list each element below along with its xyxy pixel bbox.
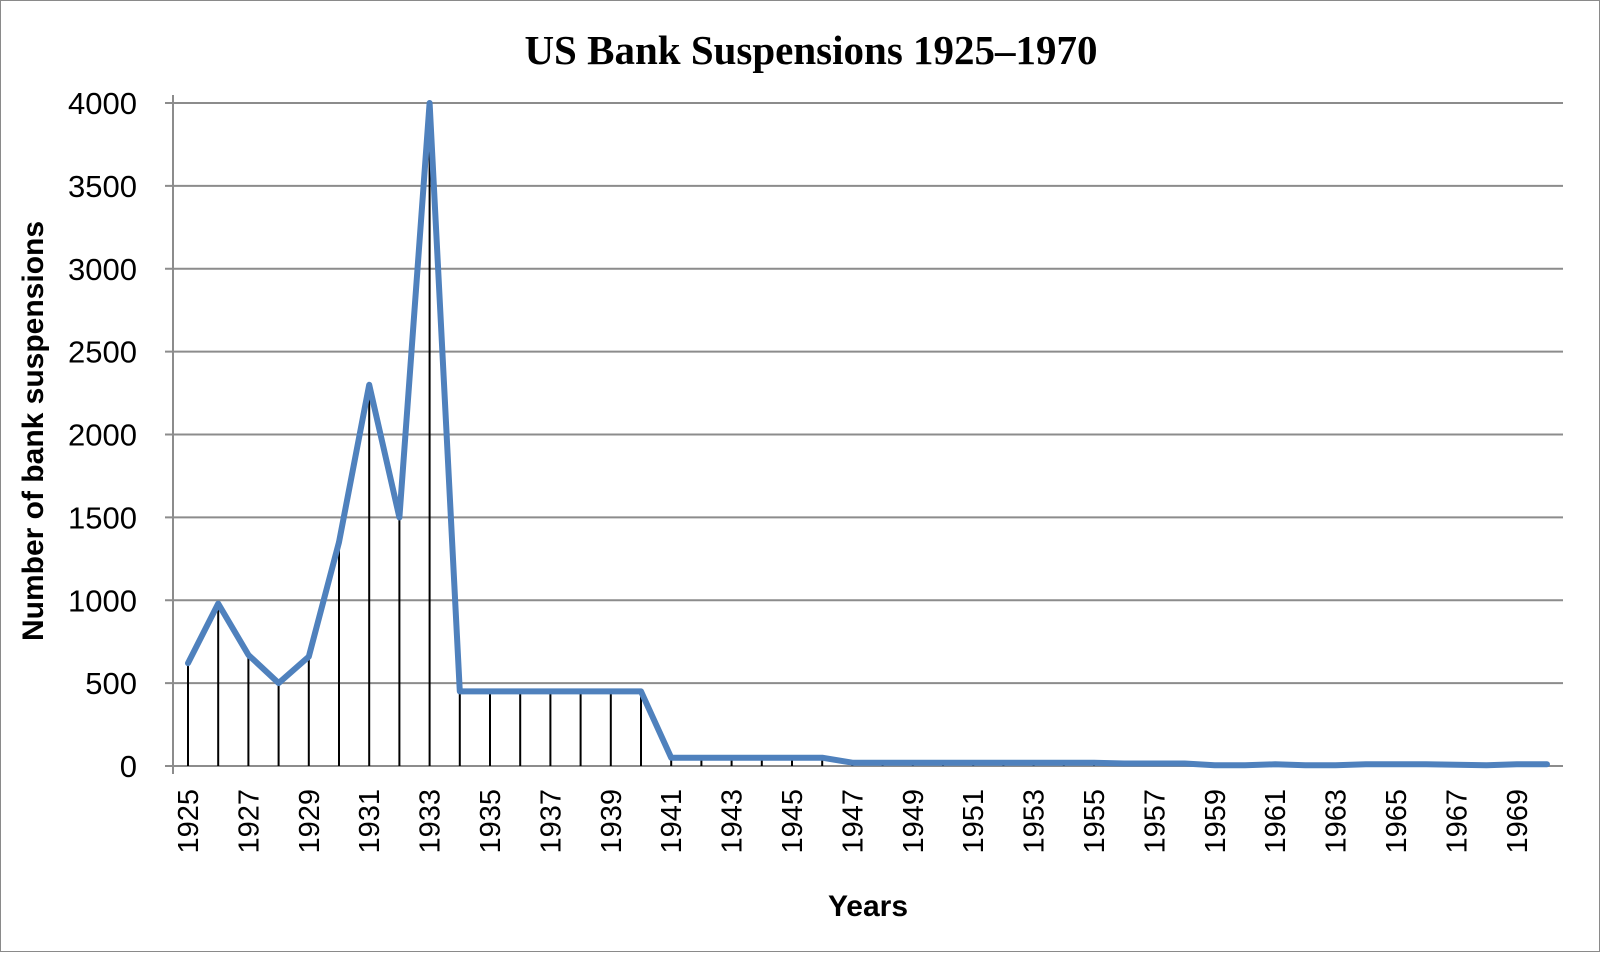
y-tick-label: 3500	[68, 169, 137, 204]
x-tick-label: 1967	[1441, 789, 1473, 854]
y-tick-label: 1000	[68, 583, 137, 618]
x-axis-title: Years	[828, 890, 908, 923]
x-tick-label: 1951	[958, 789, 990, 854]
x-tick-label: 1961	[1260, 789, 1292, 854]
x-tick-label: 1943	[717, 789, 749, 854]
y-tick-label: 2500	[68, 335, 137, 370]
x-tick-label: 1949	[898, 789, 930, 854]
x-tick-label: 1935	[475, 789, 507, 854]
x-tick-label: 1955	[1079, 789, 1111, 854]
x-tick-label: 1929	[294, 789, 326, 854]
x-tick-label: 1925	[173, 789, 205, 854]
x-tick-label: 1927	[233, 789, 265, 854]
gridlines	[165, 102, 1563, 767]
x-tick-label: 1957	[1139, 789, 1171, 854]
x-axis-tick-labels: 1925 1927 1929 1931 1933 1935 1937 1939 1941 1943…	[173, 789, 1534, 854]
y-tick-label: 2000	[68, 418, 137, 453]
x-tick-label: 1931	[354, 789, 386, 854]
x-tick-label: 1965	[1381, 789, 1413, 854]
x-tick-label: 1945	[777, 789, 809, 854]
y-tick-label: 1500	[68, 500, 137, 535]
y-axis-title: Number of bank suspensions	[17, 221, 50, 641]
x-tick-label: 1953	[1019, 789, 1051, 854]
y-tick-label: 0	[120, 749, 137, 784]
x-tick-label: 1939	[596, 789, 628, 854]
drop-lines	[187, 103, 1548, 766]
y-tick-label: 4000	[68, 86, 137, 121]
x-tick-label: 1941	[656, 789, 688, 854]
chart-title: US Bank Suspensions 1925–1970	[524, 27, 1097, 73]
series-layer	[185, 100, 1550, 769]
y-axis-tick-labels: 0 500 1000 1500 2000 2500 3000 3500 4000	[68, 86, 137, 784]
y-tick-label: 500	[85, 666, 137, 701]
x-tick-label: 1937	[535, 789, 567, 854]
y-tick-label: 3000	[68, 252, 137, 287]
x-tick-label: 1933	[415, 789, 447, 854]
x-tick-label: 1947	[837, 789, 869, 854]
x-tick-label: 1959	[1200, 789, 1232, 854]
series-line	[185, 100, 1550, 769]
x-tick-label: 1963	[1321, 789, 1353, 854]
x-tick-label: 1969	[1502, 789, 1534, 854]
